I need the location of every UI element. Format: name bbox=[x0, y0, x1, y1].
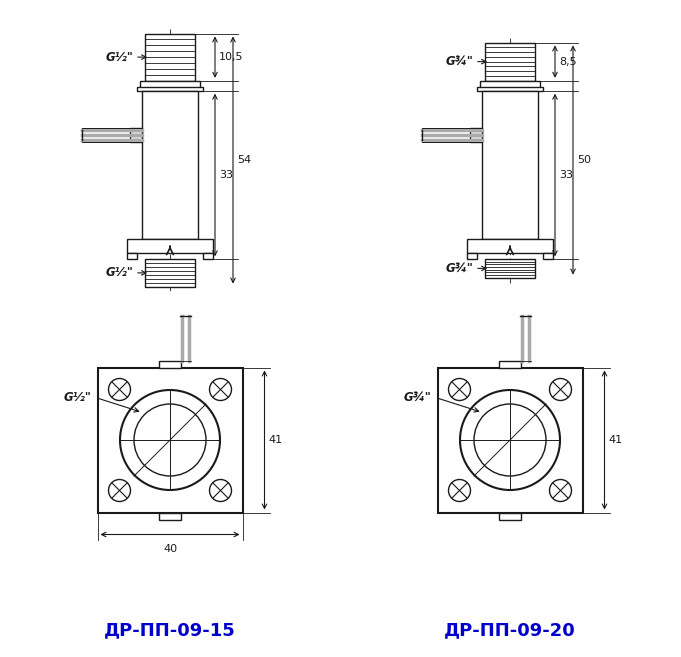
Bar bbox=[485, 260, 535, 277]
Circle shape bbox=[210, 378, 232, 401]
Text: 10,5: 10,5 bbox=[219, 52, 244, 62]
Bar bbox=[477, 87, 543, 91]
Circle shape bbox=[449, 378, 471, 401]
Bar bbox=[140, 81, 200, 89]
Text: G¾": G¾" bbox=[445, 55, 473, 68]
Bar bbox=[97, 367, 242, 512]
Circle shape bbox=[449, 480, 471, 501]
Circle shape bbox=[120, 390, 220, 490]
Bar bbox=[499, 361, 521, 367]
Text: 33: 33 bbox=[219, 170, 233, 180]
Bar bbox=[137, 87, 203, 91]
Circle shape bbox=[550, 378, 571, 401]
Bar bbox=[159, 512, 181, 520]
Bar bbox=[482, 91, 538, 239]
Bar bbox=[127, 253, 137, 260]
Text: ДР-ПП-09-20: ДР-ПП-09-20 bbox=[444, 621, 576, 639]
Text: 33: 33 bbox=[559, 170, 573, 180]
Circle shape bbox=[460, 390, 560, 490]
Text: ДР-ПП-09-15: ДР-ПП-09-15 bbox=[104, 621, 236, 639]
Bar bbox=[142, 91, 198, 239]
Bar bbox=[499, 512, 521, 520]
Circle shape bbox=[210, 480, 232, 501]
Text: 40: 40 bbox=[163, 545, 177, 555]
Bar bbox=[437, 367, 582, 512]
Bar bbox=[145, 260, 195, 286]
Circle shape bbox=[108, 480, 131, 501]
Text: 41: 41 bbox=[609, 435, 622, 445]
Bar bbox=[203, 253, 213, 260]
Bar bbox=[145, 34, 195, 81]
Text: 8,5: 8,5 bbox=[559, 57, 577, 66]
Circle shape bbox=[108, 378, 131, 401]
Text: G½": G½" bbox=[63, 391, 91, 404]
Text: 54: 54 bbox=[237, 155, 251, 165]
Bar bbox=[485, 43, 535, 81]
Bar bbox=[130, 128, 142, 143]
Circle shape bbox=[134, 404, 206, 476]
Text: 50: 50 bbox=[577, 155, 591, 165]
Bar bbox=[127, 239, 213, 253]
Bar bbox=[470, 128, 482, 143]
Text: G¾": G¾" bbox=[445, 262, 473, 275]
Circle shape bbox=[550, 480, 571, 501]
Text: G½": G½" bbox=[105, 51, 133, 64]
Bar bbox=[480, 81, 540, 89]
Circle shape bbox=[474, 404, 546, 476]
Text: G¾": G¾" bbox=[404, 391, 432, 404]
Bar bbox=[467, 253, 477, 260]
Bar bbox=[543, 253, 553, 260]
Text: G½": G½" bbox=[105, 266, 133, 279]
Text: 41: 41 bbox=[268, 435, 283, 445]
Bar bbox=[159, 361, 181, 367]
Bar bbox=[467, 239, 553, 253]
